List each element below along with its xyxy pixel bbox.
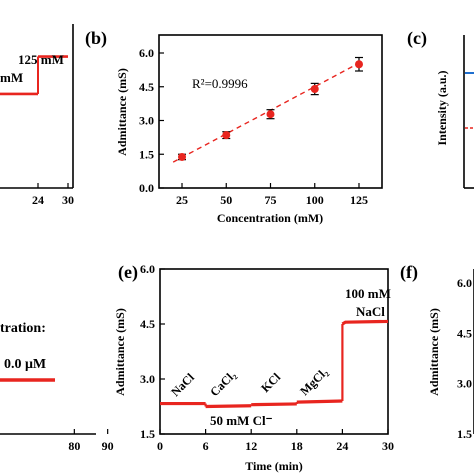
panel-b-y-tick-label: 1.5: [139, 147, 154, 161]
panel-f-y-tick-label: 1.5: [457, 427, 472, 441]
panel-b-x-tick-label: 25: [176, 193, 188, 207]
panel-c-partial: (c) Intensity (a.u.): [407, 28, 474, 189]
panel-e-segment-label-mgcl2: MgCl₂: [297, 365, 330, 398]
panel-b-data-point: [354, 60, 363, 69]
panel-b-data-point: [310, 85, 319, 93]
panel-e-y-tick-label: 1.5: [140, 427, 155, 441]
panel-e-x-tick-label: 6: [203, 439, 209, 453]
panel-b-y-axis-label: Admittance (mS): [115, 68, 129, 156]
panel-b-data-point: [178, 152, 187, 161]
panel-b-x-axis-label: Concentration (mM): [217, 211, 323, 225]
panel-e-annotation-50mm: 50 mM Cl⁻: [210, 413, 273, 428]
panel-b-data-point: [222, 131, 231, 140]
panel-b-label: (b): [85, 28, 107, 49]
panel-e-x-tick-label: 0: [157, 439, 163, 453]
panel-e-annotation-nacl: NaCl: [356, 304, 385, 319]
panel-b-x-tick-label: 50: [220, 193, 232, 207]
panel-e: (e) 0 6 12 18 24 30 1.5 3.0 4.5 6.0 Admittance (m…: [113, 262, 394, 473]
panel-b-x-tick-label: 125: [350, 193, 368, 207]
panel-d-x-tick-label: 90: [102, 439, 114, 453]
panel-e-series-line: [205, 404, 252, 409]
panel-f-y-axis-label: Admittance (mS): [427, 308, 441, 396]
panel-b-y-tick-label: 3.0: [139, 114, 154, 128]
panel-b-y-tick-label: 6.0: [139, 46, 154, 60]
panel-e-x-tick-label: 30: [382, 439, 394, 453]
panel-e-series-line: [251, 402, 297, 407]
panel-e-x-tick-label: 24: [336, 439, 348, 453]
panel-a-annotation-125mm: 125 mM: [18, 52, 64, 67]
panel-b-data-point: [266, 110, 275, 119]
panel-c-y-axis-label: Intensity (a.u.): [435, 70, 449, 145]
panel-f-y-tick-label: 4.5: [457, 326, 472, 340]
panel-d-annotation-value: 0.0 μM: [4, 357, 46, 372]
panel-d-partial: 80 90 tration: 0.0 μM: [0, 321, 114, 453]
panel-e-y-tick-label: 4.5: [140, 317, 155, 331]
panel-f-label: (f): [400, 262, 418, 283]
panel-e-series-line: [296, 399, 343, 404]
panel-e-x-tick-label: 12: [245, 439, 257, 453]
panel-a-annotation-mm: mM: [0, 70, 23, 85]
panel-b-y-tick-label: 0.0: [139, 181, 154, 195]
panel-e-x-tick-label: 18: [291, 439, 303, 453]
panel-e-plot-frame: [159, 268, 389, 435]
panel-a-x-tick-label: 24: [32, 193, 44, 207]
panel-e-y-tick-label: 6.0: [140, 262, 155, 276]
panel-e-series-line: [341, 319, 389, 326]
panel-e-y-axis-label: Admittance (mS): [113, 308, 127, 396]
panel-d-annotation-concentration: tration:: [0, 321, 46, 336]
panel-f-partial: (f) Admittance (mS) 1.5 3.0 4.5 6.0: [400, 262, 474, 441]
panel-e-label: (e): [118, 262, 138, 283]
panel-b: (b) 25 50 75 100 125 0.0 1.5 3.0 4.5 6.0 Admittan…: [85, 28, 383, 225]
panel-f-y-tick-label: 6.0: [457, 276, 472, 290]
panel-b-x-tick-label: 75: [265, 193, 277, 207]
panel-e-segment-label-nacl: NaCl: [168, 370, 197, 399]
panel-b-r-squared: R²=0.9996: [192, 76, 248, 91]
panel-a-x-tick-label: 30: [62, 193, 74, 207]
panel-b-fit-line: [172, 62, 360, 163]
panel-a-partial: 24 30 125 mM mM: [0, 24, 74, 207]
panel-e-segment-label-kcl: KCl: [258, 370, 283, 395]
panel-e-annotation-100mm: 100 mM: [345, 286, 391, 301]
panel-b-y-tick-label: 4.5: [139, 80, 154, 94]
panel-c-label: (c): [407, 28, 427, 49]
panel-e-segment-label-cacl2: CaCl₂: [207, 368, 239, 400]
panel-b-x-tick-label: 100: [306, 193, 324, 207]
panel-e-y-tick-label: 3.0: [140, 372, 155, 386]
panel-d-x-tick-label: 80: [68, 439, 80, 453]
panel-f-y-tick-label: 3.0: [457, 377, 472, 391]
panel-e-x-axis-label: Time (min): [245, 459, 302, 473]
